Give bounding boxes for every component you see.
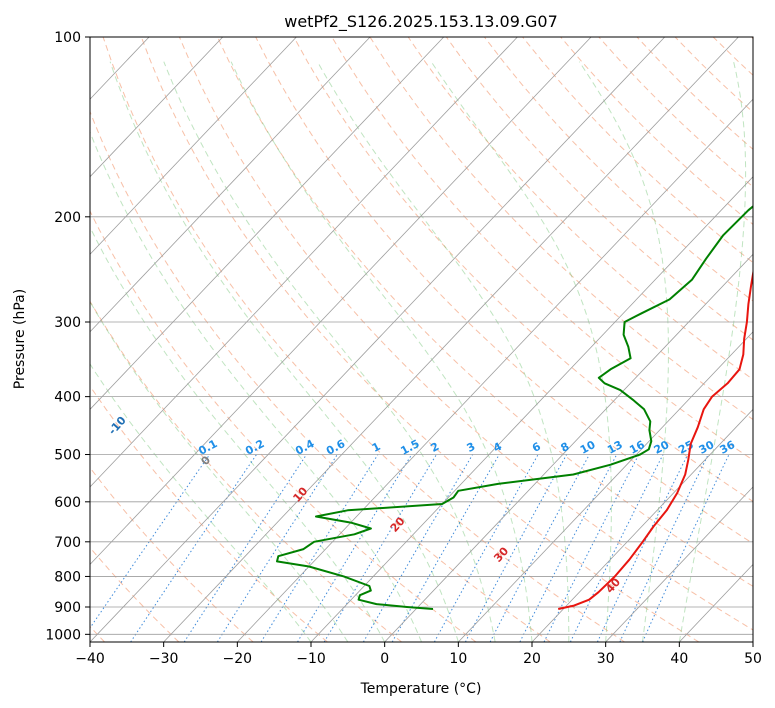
isotherm-line [90, 37, 518, 488]
x-tick-label: −10 [296, 651, 326, 667]
mixing-ratio-line [619, 454, 709, 642]
y-tick-label: 900 [54, 600, 81, 616]
x-tick-label: 10 [449, 651, 467, 667]
x-tick-label: 50 [744, 651, 762, 667]
mixing-ratio-line [323, 454, 437, 642]
isotherm-line [605, 486, 753, 642]
isotherm-line [90, 37, 592, 566]
dewpoint-profile-line [276, 205, 753, 610]
y-tick-label: 600 [54, 495, 81, 511]
x-tick-label: −30 [149, 651, 179, 667]
mixing-ratio-label: 13 [605, 438, 625, 457]
x-tick-label: −20 [223, 651, 253, 667]
y-tick-label: 100 [54, 30, 81, 46]
x-tick-label: 20 [523, 651, 541, 667]
y-tick-label: 700 [54, 535, 81, 551]
x-tick-label: 30 [597, 651, 615, 667]
isotherm-line [458, 331, 753, 642]
moist-adiabat-line [163, 61, 496, 642]
moist-adiabat-line [430, 61, 612, 642]
dry-adiabat-line [90, 210, 477, 642]
isotherm-line [237, 98, 753, 642]
mixing-ratio-line [90, 454, 211, 629]
mixing-ratio-label: 36 [718, 438, 738, 457]
mixing-ratio-label: 10 [578, 438, 598, 457]
y-axis-label: Pressure (hPa) [12, 289, 28, 389]
chart-title: wetPf2_S126.2025.153.13.09.G07 [284, 12, 558, 32]
moist-adiabat-line [230, 61, 533, 642]
x-axis-label: Temperature (°C) [360, 681, 482, 697]
mixing-ratio-line [642, 454, 730, 642]
y-tick-label: 1000 [45, 627, 81, 643]
mixing-ratio-label: 30 [697, 438, 717, 457]
y-tick-label: 500 [54, 448, 81, 464]
moist-adiabat-line [90, 363, 312, 642]
isotherm-line [90, 37, 224, 178]
isotherm-line [90, 37, 371, 333]
isotherm-line [90, 37, 445, 410]
plot-frame [89, 36, 754, 643]
isotherm-line [384, 253, 753, 642]
mixing-ratio-line [216, 454, 338, 642]
mixing-ratio-label: 20 [652, 438, 672, 457]
moist-adiabat-line [90, 226, 386, 642]
dry-adiabat-line [90, 466, 254, 642]
y-tick-label: 400 [54, 390, 81, 406]
mixing-ratio-line [362, 454, 474, 642]
dry-adiabat-line [178, 37, 753, 631]
isotherm-line [90, 37, 297, 255]
x-tick-label: −40 [75, 651, 105, 667]
y-tick-label: 300 [54, 315, 81, 331]
x-tick-label: 0 [380, 651, 389, 667]
dry-adiabat-line [90, 300, 403, 642]
mixing-ratio-line [130, 454, 257, 642]
dry-adiabat-line [102, 37, 625, 642]
mixing-ratio-line [464, 454, 568, 642]
mixing-ratio-line [391, 454, 500, 642]
mixing-ratio-line [183, 454, 307, 642]
x-axis: −40 −30 −20 −10 0 10 20 30 40 50 [75, 642, 762, 667]
mixing-ratio-line [489, 454, 590, 642]
isotherm-line [531, 408, 753, 642]
y-tick-label: 200 [54, 210, 81, 226]
moist-adiabat-line [578, 61, 669, 642]
moist-adiabat-line [678, 61, 747, 642]
moist-adiabat-line [317, 61, 570, 642]
isotherm-line [90, 37, 666, 642]
mixing-ratio-line [596, 454, 689, 642]
moist-adiabat-line [90, 300, 349, 642]
temperature-profile-line [557, 268, 753, 610]
isotherm-line [310, 176, 753, 642]
dry-adiabat-line [90, 385, 328, 642]
x-tick-label: 40 [670, 651, 688, 667]
isotherm-line [163, 37, 739, 642]
y-tick-label: 800 [54, 569, 81, 585]
moist-adiabat-line [90, 130, 422, 642]
dry-adiabat-line [90, 110, 551, 642]
y-axis: 1000 900 800 700 600 500 400 300 200 100 [45, 30, 90, 643]
